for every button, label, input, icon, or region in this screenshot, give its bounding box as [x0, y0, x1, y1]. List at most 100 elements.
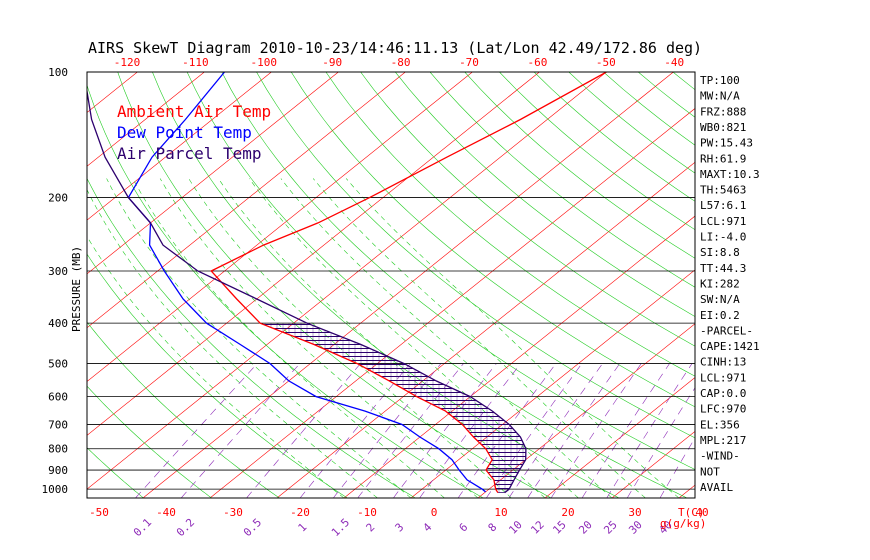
bottom-temp-tick-label: 40: [695, 506, 708, 519]
dry-adiabat-line: [87, 84, 484, 498]
mixing-ratio-line: [299, 363, 411, 498]
index-label: PW:15.43: [700, 137, 753, 150]
pressure-tick-label: 700: [48, 419, 68, 432]
mixing-ratio-axis: 0.1 0.2 0.5 1 1.5 2 3 4 6 8 10 12 15 20 25 30 40: [131, 516, 675, 539]
dry-adiabat-line: [186, 72, 688, 498]
moist-adiabat-line: [106, 178, 412, 498]
dry-adiabat-line: [87, 447, 144, 498]
pressure-tick-label: 900: [48, 464, 68, 477]
moist-adiabat-line: [312, 178, 646, 498]
index-label: LCL:971: [700, 215, 746, 228]
dry-adiabat-line: [325, 72, 695, 377]
mixing-ratio-line: [180, 363, 301, 498]
mixing-ratio-line: [626, 387, 695, 498]
isotherm-line: [813, 72, 870, 498]
mixing-ratio-tick-label: 20: [576, 518, 595, 537]
mixing-ratio-tick-label: 30: [626, 518, 645, 537]
mixing-ratio-tick-label: 0.1: [131, 516, 154, 539]
isotherm-line: [87, 72, 540, 436]
pressure-tick-label: 800: [48, 443, 68, 456]
mixing-ratio-line: [508, 363, 603, 498]
mixing-ratio-line: [659, 437, 695, 498]
dry-adiabat-line: [290, 72, 695, 408]
mixing-ratio-tick-label: 4: [421, 520, 435, 534]
mixing-ratio-tick-label: 15: [550, 518, 569, 537]
mixing-ratio-line: [527, 363, 620, 498]
isotherm-line: [87, 72, 406, 329]
mixing-ratio-tick-label: 12: [528, 518, 547, 537]
bottom-temp-tick-label: -10: [357, 506, 377, 519]
dry-adiabat-line: [395, 72, 695, 317]
mixing-ratio-tick-label: 25: [601, 518, 620, 537]
isotherm-line: [746, 72, 870, 498]
index-label: WB0:821: [700, 121, 746, 134]
pressure-tick-label: 100: [48, 66, 68, 79]
plot-frame: [86, 71, 696, 499]
dry-adiabat-line: [87, 321, 280, 498]
moist-adiabat-line: [248, 178, 579, 498]
dry-adiabat-line: [499, 72, 695, 231]
dry-adiabat-line: [812, 72, 870, 498]
index-label: FRZ:888: [700, 105, 746, 118]
mixing-ratio-line: [393, 363, 497, 498]
mixing-ratio-tick-label: 1: [296, 521, 310, 535]
moist-adiabat-line: [345, 178, 680, 498]
top-temp-tick-label: -100: [251, 56, 278, 69]
mixing-ratio-line: [135, 363, 258, 498]
mixing-ratio-tick-label: 1.5: [329, 516, 352, 539]
index-label: LI:-4.0: [700, 231, 746, 244]
index-label: TP:100: [700, 74, 740, 87]
ambient-temp-line: [210, 72, 607, 494]
pressure-tick-label: 300: [48, 265, 68, 278]
stability-indices: TP:100 MW:N/A FRZ:888 WB0:821 PW:15.43 RH:61.…: [700, 74, 760, 494]
isotherm-line: [0, 72, 3, 498]
bottom-temp-tick-label: 10: [494, 506, 507, 519]
mixing-ratio-line: [581, 363, 670, 498]
mixing-ratio-line: [606, 363, 693, 498]
cape-area: [260, 323, 526, 493]
pressure-tick-label: 600: [48, 391, 68, 404]
index-label: NOT: [700, 465, 720, 478]
mixing-ratio-tick-label: 10: [506, 518, 525, 537]
dry-adiabat-line: [87, 253, 348, 498]
mixing-ratio-tick-label: 2: [364, 521, 378, 535]
moist-adiabat-line: [159, 178, 479, 498]
moist-adiabat-line: [280, 178, 613, 498]
mixing-ratio-tick-label: 3: [393, 521, 407, 535]
index-label: L57:6.1: [700, 199, 746, 212]
index-label: TT:44.3: [700, 262, 746, 275]
bottom-temperature-axis: -50 -40 -30 -20 -10 0 10 20 30 40: [89, 506, 709, 519]
index-label: CAP:0.0: [700, 387, 746, 400]
pressure-tick-label: 1000: [42, 483, 69, 496]
mixing-ratio-tick-label: 0.2: [174, 516, 197, 539]
pressure-tick-label: 400: [48, 317, 68, 330]
top-temp-tick-label: -60: [527, 56, 547, 69]
index-label: -WIND-: [700, 450, 740, 463]
isotherm-grid: [0, 72, 870, 498]
isotherm-line: [209, 108, 695, 498]
isotherm-line: [0, 72, 70, 498]
isotherm-line: [87, 72, 205, 167]
moist-adiabat-grid: [87, 178, 680, 498]
index-label: AVAIL: [700, 481, 733, 494]
isotherm-line: [87, 72, 339, 275]
mixing-ratio-line: [550, 363, 642, 498]
dry-adiabat-line: [846, 72, 870, 498]
mixing-ratio-tick-label: 8: [486, 521, 500, 535]
moist-adiabat-line: [188, 178, 512, 498]
bottom-temp-tick-label: 0: [431, 506, 438, 519]
top-temp-tick-label: -90: [322, 56, 342, 69]
dry-adiabat-line: [87, 177, 416, 498]
isotherm-line: [87, 72, 272, 221]
index-label: MPL:217: [700, 434, 746, 447]
index-label: KI:282: [700, 277, 740, 290]
legend-dewpoint: Dew Point Temp: [117, 123, 252, 142]
legend-ambient: Ambient Air Temp: [117, 102, 271, 121]
index-label: RH:61.9: [700, 152, 746, 165]
index-label: SI:8.8: [700, 246, 740, 259]
dry-adiabat-line: [464, 72, 695, 259]
bottom-temp-tick-label: -20: [290, 506, 310, 519]
index-label: MW:N/A: [700, 90, 740, 103]
isotherm-line: [142, 72, 674, 498]
